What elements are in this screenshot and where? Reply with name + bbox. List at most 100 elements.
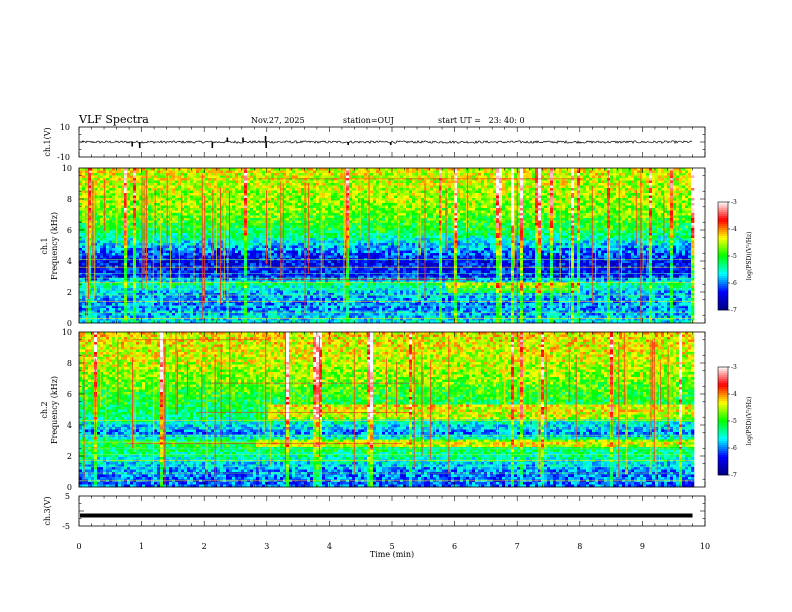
spectrogram-cell xyxy=(97,243,100,246)
spectrogram-cell xyxy=(136,298,139,301)
spectrogram-cell xyxy=(103,168,106,171)
spectrogram-cell xyxy=(127,183,130,186)
spectrogram-cell xyxy=(112,283,115,286)
spectrogram-cell xyxy=(106,271,109,274)
spectrogram-cell xyxy=(151,213,154,216)
spectrogram-cell xyxy=(100,171,103,174)
spectrogram-cell xyxy=(151,263,154,266)
spectrogram-cell xyxy=(82,211,85,214)
spectrogram-cell xyxy=(118,176,121,179)
spectrogram-cell xyxy=(112,216,115,219)
spectrogram-cell xyxy=(106,201,109,204)
spectrogram-cell xyxy=(100,191,103,194)
spectrogram-cell xyxy=(82,186,85,189)
spectrogram-cell xyxy=(133,236,136,239)
spectrogram-cell xyxy=(106,268,109,271)
spectrogram-cell xyxy=(151,266,154,269)
spectrogram-cell xyxy=(82,171,85,174)
spectrogram-cell xyxy=(136,183,139,186)
spectrogram-cell xyxy=(88,303,91,306)
spectrogram-cell xyxy=(115,271,118,274)
spectrogram-cell xyxy=(103,298,106,301)
spectrogram-cell xyxy=(97,288,100,291)
spectrogram-cell xyxy=(127,266,130,269)
spectrogram-cell xyxy=(118,296,121,299)
spectrogram-cell xyxy=(142,316,145,319)
spectrogram-cell xyxy=(133,288,136,291)
spectrogram-cell xyxy=(133,291,136,294)
spectrogram-cell xyxy=(136,201,139,204)
spectrogram-cell xyxy=(109,271,112,274)
spectrogram-cell xyxy=(94,301,97,304)
spectrogram-cell xyxy=(124,278,127,281)
spectrogram-cell xyxy=(103,313,106,316)
spectrogram-cell xyxy=(109,263,112,266)
spectrogram-cell xyxy=(106,288,109,291)
spectrogram-cell xyxy=(103,266,106,269)
spectrogram-cell xyxy=(136,216,139,219)
spectrogram-cell xyxy=(106,266,109,269)
spectrogram-cell xyxy=(136,168,139,171)
spectrogram-cell xyxy=(112,261,115,264)
spectrogram-cell xyxy=(133,181,136,184)
spectrogram-cell xyxy=(127,211,130,214)
spectrogram-cell xyxy=(151,296,154,299)
spectrogram-cell xyxy=(151,198,154,201)
station-label: station=OUJ xyxy=(343,116,394,125)
spectrogram-cell xyxy=(115,288,118,291)
spectrogram-cell xyxy=(121,246,124,249)
spectrogram-cell xyxy=(133,253,136,256)
spectrogram-cell xyxy=(127,241,130,244)
spectrogram-cell xyxy=(100,243,103,246)
spectrogram-cell xyxy=(79,228,82,231)
spectrogram-cell xyxy=(82,176,85,179)
spectrogram-cell xyxy=(133,221,136,224)
spectrogram-cell xyxy=(112,278,115,281)
spectrogram-cell xyxy=(118,286,121,289)
spectrogram-cell xyxy=(97,236,100,239)
spectrogram-cell xyxy=(103,296,106,299)
spectrogram-cell xyxy=(118,181,121,184)
spectrogram-cell xyxy=(133,203,136,206)
spectrogram-cell xyxy=(133,266,136,269)
spectrogram-cell xyxy=(127,291,130,294)
spectrogram-cell xyxy=(97,296,100,299)
spectrogram-cell xyxy=(133,171,136,174)
spectrogram-cell xyxy=(121,208,124,211)
spectrogram-cell xyxy=(127,298,130,301)
spectrogram-cell xyxy=(109,218,112,221)
spectrogram-cell xyxy=(130,283,133,286)
spectrogram-cell xyxy=(121,241,124,244)
spectrogram-cell xyxy=(82,313,85,316)
spectrogram-cell xyxy=(136,226,139,229)
spectrogram-cell xyxy=(148,188,151,191)
spectrogram-cell xyxy=(127,216,130,219)
spectrogram-cell xyxy=(106,223,109,226)
spectrogram-cell xyxy=(97,188,100,191)
spectrogram-cell xyxy=(109,253,112,256)
spectrogram-cell xyxy=(127,261,130,264)
spectrogram-cell xyxy=(136,291,139,294)
spectrogram-cell xyxy=(130,288,133,291)
spectrogram-cell xyxy=(151,208,154,211)
spectrogram-cell xyxy=(100,296,103,299)
spectrogram-cell xyxy=(148,236,151,239)
spectrogram-cell xyxy=(151,226,154,229)
spectrogram-cell xyxy=(118,256,121,259)
spectrogram-cell xyxy=(151,243,154,246)
spectrogram-cell xyxy=(106,228,109,231)
spectrogram-cell xyxy=(97,203,100,206)
spectrogram-cell xyxy=(148,216,151,219)
spectrogram-cell xyxy=(127,296,130,299)
spectrogram-cell xyxy=(109,256,112,259)
spectrogram-cell xyxy=(130,211,133,214)
vlf-spectra-figure: VLF Spectra Nov.27, 2025 station=OUJ sta… xyxy=(0,0,792,612)
spectrogram-cell xyxy=(136,308,139,311)
spectrogram-cell xyxy=(121,271,124,274)
spectrogram-cell xyxy=(148,231,151,234)
spectrogram-cell xyxy=(79,246,82,249)
spectrogram-cell xyxy=(82,301,85,304)
spectrogram-cell xyxy=(118,253,121,256)
spectrogram-cell xyxy=(121,286,124,289)
spectrogram-cell xyxy=(133,218,136,221)
